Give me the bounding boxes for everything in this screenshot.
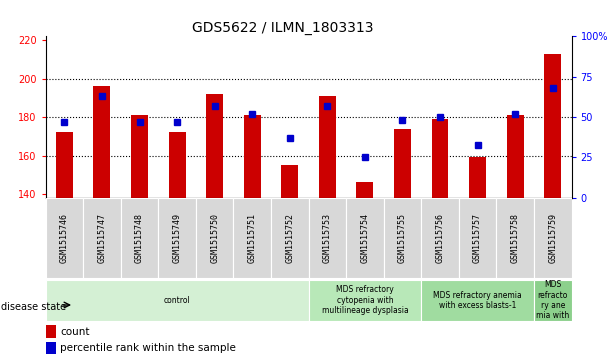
Bar xyxy=(282,165,299,198)
Bar xyxy=(94,86,111,198)
Bar xyxy=(56,132,73,198)
Bar xyxy=(244,115,261,198)
Bar xyxy=(46,198,83,278)
Text: GSM1515756: GSM1515756 xyxy=(435,213,444,263)
Bar xyxy=(506,115,523,198)
Text: GSM1515747: GSM1515747 xyxy=(97,213,106,263)
Bar xyxy=(131,115,148,198)
Bar xyxy=(319,96,336,198)
Text: GSM1515759: GSM1515759 xyxy=(548,213,558,263)
Text: MDS
refracto
ry ane
mia with: MDS refracto ry ane mia with xyxy=(536,280,569,321)
Text: control: control xyxy=(164,296,190,305)
Text: GSM1515752: GSM1515752 xyxy=(285,213,294,263)
Bar xyxy=(83,198,121,278)
Text: percentile rank within the sample: percentile rank within the sample xyxy=(60,343,236,353)
Text: disease state: disease state xyxy=(1,302,66,312)
Text: MDS refractory anemia
with excess blasts-1: MDS refractory anemia with excess blasts… xyxy=(434,291,522,310)
Bar xyxy=(206,94,223,198)
Text: GSM1515757: GSM1515757 xyxy=(473,213,482,263)
Text: GSM1515758: GSM1515758 xyxy=(511,213,520,263)
Bar xyxy=(432,119,449,198)
Bar xyxy=(46,280,308,321)
Text: GSM1515746: GSM1515746 xyxy=(60,213,69,263)
Title: GDS5622 / ILMN_1803313: GDS5622 / ILMN_1803313 xyxy=(192,21,373,35)
Bar xyxy=(421,280,534,321)
Bar xyxy=(544,54,561,198)
Text: GSM1515749: GSM1515749 xyxy=(173,213,182,263)
Bar xyxy=(469,158,486,198)
Bar xyxy=(356,183,373,198)
Text: GSM1515753: GSM1515753 xyxy=(323,213,332,263)
Bar xyxy=(46,342,56,354)
Text: GSM1515750: GSM1515750 xyxy=(210,213,219,263)
Bar xyxy=(308,198,346,278)
Bar xyxy=(158,198,196,278)
Text: GSM1515755: GSM1515755 xyxy=(398,213,407,263)
Text: GSM1515754: GSM1515754 xyxy=(361,213,370,263)
Bar xyxy=(496,198,534,278)
Bar xyxy=(233,198,271,278)
Bar xyxy=(271,198,308,278)
Bar xyxy=(384,198,421,278)
Bar xyxy=(121,198,158,278)
Text: GSM1515751: GSM1515751 xyxy=(247,213,257,263)
Text: GSM1515748: GSM1515748 xyxy=(135,213,144,263)
Text: MDS refractory
cytopenia with
multilineage dysplasia: MDS refractory cytopenia with multilinea… xyxy=(322,285,409,315)
Bar xyxy=(421,198,459,278)
Bar xyxy=(308,280,421,321)
Bar xyxy=(459,198,496,278)
Bar xyxy=(346,198,384,278)
Bar xyxy=(394,129,411,198)
Bar xyxy=(196,198,233,278)
Bar xyxy=(534,198,572,278)
Bar xyxy=(534,280,572,321)
Text: count: count xyxy=(60,327,89,337)
Bar xyxy=(46,325,56,338)
Bar xyxy=(168,132,185,198)
